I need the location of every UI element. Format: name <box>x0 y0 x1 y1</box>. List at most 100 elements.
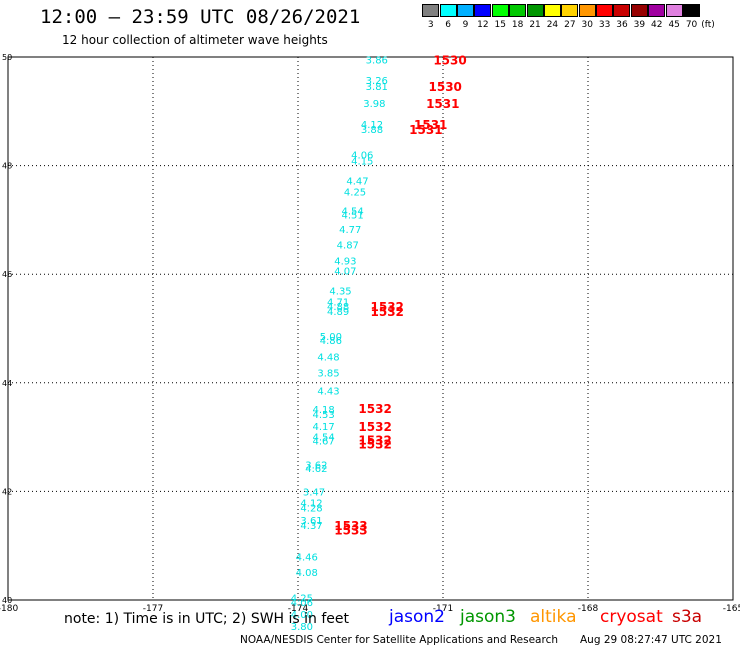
swh-value-point: 3.85 <box>317 368 339 379</box>
swh-value-point: 4.62 <box>305 464 327 475</box>
swh-value-point: 4.54 <box>342 207 364 218</box>
time-label: 1532 <box>358 438 391 452</box>
legend-swatch <box>474 4 492 17</box>
legend-item: 24 <box>543 4 561 30</box>
legend-swatch <box>456 4 474 17</box>
legend-swatch <box>578 4 596 17</box>
x-tick-label: -180 <box>0 604 18 614</box>
legend-swatch <box>422 4 440 17</box>
legend-label: 36 <box>616 20 628 30</box>
y-tick-label: 42 <box>2 487 12 496</box>
legend-label: 45 <box>668 20 680 30</box>
swh-value-point: 4.48 <box>317 353 339 364</box>
time-label: 1530 <box>433 54 466 68</box>
swh-value-point: 4.54 <box>313 433 335 444</box>
footer-timestamp: Aug 29 08:27:47 UTC 2021 <box>580 634 722 646</box>
swh-value-point: 3.88 <box>361 125 383 136</box>
legend-label: 21 <box>529 20 541 30</box>
legend-label: 12 <box>477 20 489 30</box>
satellite-label: s3a <box>672 607 703 627</box>
legend-item: 42 <box>648 4 666 30</box>
legend-label: 42 <box>651 20 663 30</box>
legend-swatch <box>491 4 509 17</box>
swh-value-point: 3.47 <box>303 487 325 498</box>
legend-swatch <box>596 4 614 17</box>
footer-note: note: 1) Time is in UTC; 2) SWH is in fe… <box>64 611 350 627</box>
swh-value-point: 4.12 <box>300 498 322 509</box>
y-tick-label: 44 <box>2 379 12 388</box>
swh-value-point: 4.86 <box>320 336 342 347</box>
swh-value-point: 4.28 <box>300 504 322 515</box>
legend-label: 27 <box>564 20 576 30</box>
swh-value-point: 4.53 <box>313 410 335 421</box>
swh-value-point: 3.86 <box>366 56 388 67</box>
satellite-label: jason3 <box>460 607 516 627</box>
legend-item: 30 <box>578 4 596 30</box>
swh-value-point: 3.98 <box>363 99 385 110</box>
satellite-label: cryosat <box>600 607 663 627</box>
legend-label: 30 <box>581 20 593 30</box>
swh-value-point: 3.81 <box>366 82 388 93</box>
swh-value-point: 3.62 <box>305 460 327 471</box>
x-tick-label: -165 <box>723 604 740 614</box>
x-tick-label: -171 <box>433 604 453 614</box>
legend-item: 27 <box>561 4 579 30</box>
legend-label: 70 <box>685 20 698 30</box>
legend-item: 15 <box>491 4 509 30</box>
legend-label: 6 <box>445 20 451 30</box>
legend-item: 36 <box>613 4 631 30</box>
legend-item: 21 <box>526 4 544 30</box>
swh-value-point: 3.26 <box>366 76 388 87</box>
legend-item: 70 <box>683 4 701 30</box>
swh-value-point: 4.71 <box>327 297 349 308</box>
chart-title: 12:00 — 23:59 UTC 08/26/2021 <box>40 6 361 28</box>
legend-label: 9 <box>462 20 469 30</box>
swh-value-point: 4.93 <box>334 257 356 268</box>
swh-value-point: 4.67 <box>313 436 335 447</box>
swh-value-point: 4.51 <box>342 210 364 221</box>
time-label: 1531 <box>409 123 442 137</box>
legend-label: 33 <box>598 20 611 30</box>
time-label: 1532 <box>371 305 404 319</box>
legend-item: 9 <box>456 4 474 30</box>
legend-label: 3 <box>427 20 434 30</box>
legend-item: 33 <box>596 4 614 30</box>
legend-item: 12 <box>474 4 492 30</box>
time-label: 1533 <box>334 523 367 537</box>
y-tick-label: 50 <box>2 53 12 62</box>
x-tick-label: -174 <box>288 604 309 614</box>
swh-value-point: 4.08 <box>296 568 318 579</box>
footer-credit: NOAA/NESDIS Center for Satellite Applica… <box>240 634 558 646</box>
legend-label: 39 <box>633 20 646 30</box>
swh-value-point: 4.87 <box>337 240 359 251</box>
legend-swatch <box>648 4 666 17</box>
time-label: 1530 <box>429 80 462 94</box>
time-label: 1533 <box>334 519 367 533</box>
legend-swatch <box>630 4 648 17</box>
x-tick-label: -177 <box>143 604 163 614</box>
swh-value-point: 4.18 <box>313 405 335 416</box>
legend-swatch <box>665 4 683 17</box>
legend-item: 18 <box>509 4 527 30</box>
swh-value-point: 4.88 <box>327 302 349 313</box>
swh-value-point: 4.17 <box>313 422 335 433</box>
legend-swatch <box>543 4 561 17</box>
time-label: 1532 <box>358 402 391 416</box>
legend-label: 18 <box>511 20 524 30</box>
swh-value-point: 4.15 <box>351 157 373 168</box>
legend-swatch <box>613 4 631 17</box>
swh-value-point: 4.07 <box>334 266 356 277</box>
plot-frame <box>7 56 734 601</box>
time-label: 1532 <box>358 420 391 434</box>
swh-value-point: 4.47 <box>346 176 368 187</box>
swh-value-point: 4.43 <box>317 386 339 397</box>
legend-item: 3 <box>422 4 440 30</box>
legend-item: 39 <box>630 4 648 30</box>
swh-value-point: 4.25 <box>344 188 366 199</box>
swh-value-point: 4.89 <box>327 307 349 318</box>
y-tick-label: 40 <box>2 596 12 605</box>
satellite-label: altika <box>530 607 577 627</box>
swh-value-point: 4.00 <box>291 610 313 621</box>
legend-swatch <box>439 4 457 17</box>
legend-item: 6 <box>439 4 457 30</box>
